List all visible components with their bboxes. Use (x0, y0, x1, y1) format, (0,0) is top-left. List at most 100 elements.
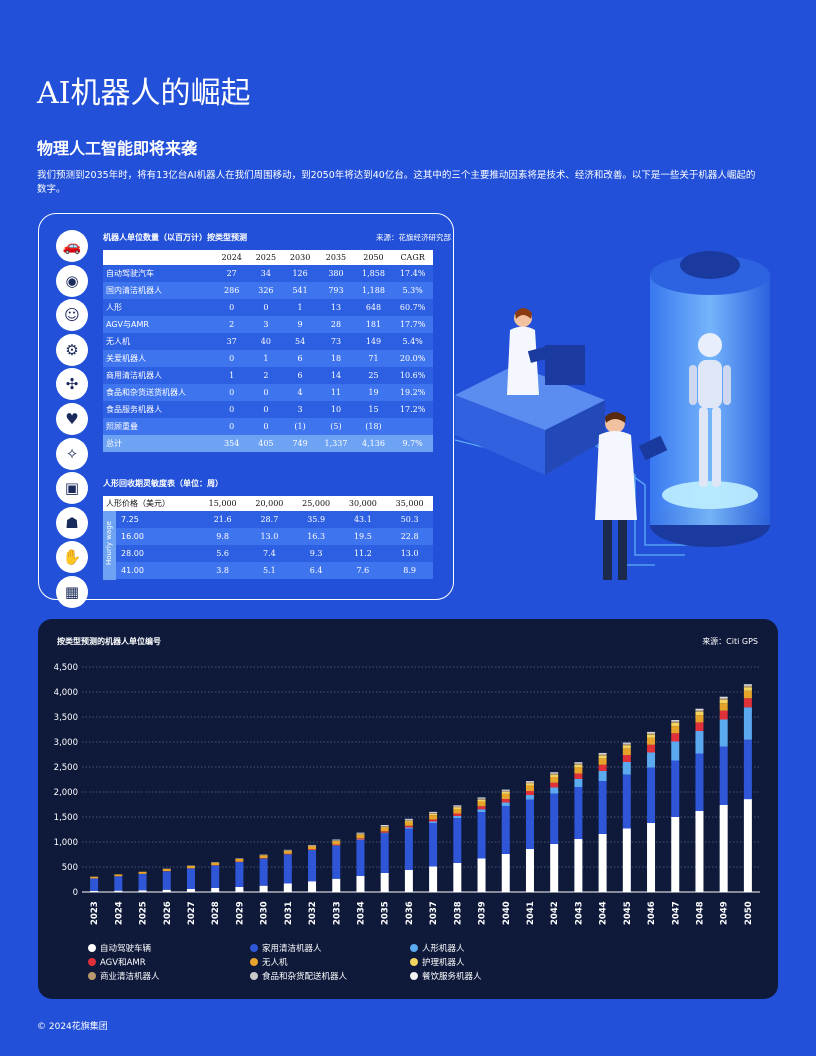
bar-segment (404, 820, 413, 822)
bar-segment (598, 753, 607, 755)
table-cell: 0 (214, 401, 249, 418)
legend-item: 食品和杂货配送机器人 (250, 970, 347, 982)
table-cell: 25 (354, 367, 393, 384)
table-cell: 4 (283, 384, 318, 401)
table-cell: 照顾重叠 (103, 418, 215, 435)
table-cell: 1 (248, 350, 283, 367)
bar-segment (308, 846, 317, 850)
table-cell: 380 (317, 265, 355, 282)
chart-source: 来源：Citi GPS (702, 637, 758, 646)
y-tick-label: 3,500 (54, 713, 78, 723)
bar-segment (550, 777, 559, 783)
bar-segment (356, 838, 365, 840)
bar-segment (574, 787, 583, 839)
bar-segment (525, 781, 534, 783)
bar-segment (283, 854, 292, 884)
table-cell: 405 (248, 435, 283, 452)
table-cell: AGV与AMR (103, 316, 215, 333)
bar-segment (453, 807, 462, 809)
bar-segment (695, 731, 704, 754)
bar-segment (501, 806, 510, 854)
table-cell: 13.0 (386, 545, 433, 562)
bar-segment (453, 813, 462, 816)
table-cell: 9 (283, 316, 318, 333)
bar-segment (647, 752, 656, 768)
bar-segment (356, 839, 365, 840)
bar-segment (501, 854, 510, 892)
bar-segment (719, 703, 728, 711)
bar-segment (90, 876, 99, 879)
table-row: 41.00 3.8 5.1 6.4 7.6 8.9 (103, 562, 433, 579)
bar-segment (477, 798, 486, 799)
y-tick-label: 1,000 (54, 838, 78, 848)
bar-segment (719, 697, 728, 699)
bar-segment (671, 720, 680, 722)
table-cell: 54 (283, 333, 318, 350)
bar-segment (671, 721, 680, 723)
bar-segment (501, 790, 510, 792)
x-tick-label: 2046 (647, 901, 657, 925)
table-cell: 3 (283, 401, 318, 418)
bar-segment (671, 760, 680, 817)
legend-label: 家用清洁机器人 (262, 944, 322, 954)
bar-segment (283, 883, 292, 892)
bar-segment (453, 805, 462, 807)
table-cell: 15 (354, 401, 393, 418)
bar-segment (671, 722, 680, 727)
legend-item: 护理机器人 (410, 956, 465, 968)
bar-segment (598, 834, 607, 892)
table-cell: 749 (283, 435, 318, 452)
table-cell: 34 (248, 265, 283, 282)
table-cell: 国内清洁机器人 (103, 282, 215, 299)
table-cell: 5.4% (392, 333, 433, 350)
x-tick-label: 2048 (695, 901, 705, 925)
bar-segment (453, 805, 462, 806)
table-row: AGV与AMR 2 3 9 28 181 17.7% (103, 316, 433, 333)
bar-segment (138, 874, 147, 891)
bar-segment (501, 791, 510, 792)
x-tick-label: 2027 (187, 901, 197, 925)
bar-segment (598, 755, 607, 759)
legend-label: 餐饮服务机器人 (422, 972, 482, 982)
table-cell: 149 (354, 333, 393, 350)
table-cell: 2035 (317, 250, 355, 265)
bar-segment (622, 743, 631, 745)
table-cell: 0 (248, 418, 283, 435)
bar-segment (332, 878, 341, 892)
table-row: 照顾重叠 0 0 (1) (5) (18) (103, 418, 433, 435)
table-row: 16.00 9.8 13.0 16.3 19.5 22.8 (103, 528, 433, 545)
table-cell: 354 (214, 435, 249, 452)
table-cell: 30,000 (339, 496, 387, 511)
table-cell: 5.6 (199, 545, 246, 562)
bar-segment (308, 845, 317, 847)
x-tick-label: 2033 (332, 901, 342, 925)
bar-segment (525, 782, 534, 784)
bar-segment (719, 710, 728, 720)
table-cell: 286 (214, 282, 249, 299)
table-cell: 2030 (283, 250, 318, 265)
bar-segment (404, 827, 413, 829)
bar-segment (598, 764, 607, 771)
bar-segment (429, 821, 438, 823)
table-cell: 食品和杂货送货机器人 (103, 384, 215, 401)
legend-label: 商业清洁机器人 (100, 972, 160, 982)
robot-lab-illustration (455, 251, 770, 580)
table-cell: (18) (354, 418, 393, 435)
bar-segment (356, 840, 365, 876)
bar-segment (719, 696, 728, 698)
bar-segment (501, 802, 510, 806)
table-cell: 8.9 (386, 562, 433, 579)
bar-segment (622, 742, 631, 744)
bar-segment (308, 849, 317, 851)
bar-segment (477, 798, 486, 800)
bar-segment (332, 844, 341, 846)
bar-segment (162, 868, 171, 872)
bar-segment (283, 853, 292, 855)
legend-swatch (410, 972, 418, 980)
bar-segment (743, 687, 752, 691)
bar-segment (598, 758, 607, 765)
bar-segment (695, 753, 704, 811)
bar-segment (598, 781, 607, 834)
table-cell: 食品服务机器人 (103, 401, 215, 418)
bar-segment (501, 792, 510, 794)
